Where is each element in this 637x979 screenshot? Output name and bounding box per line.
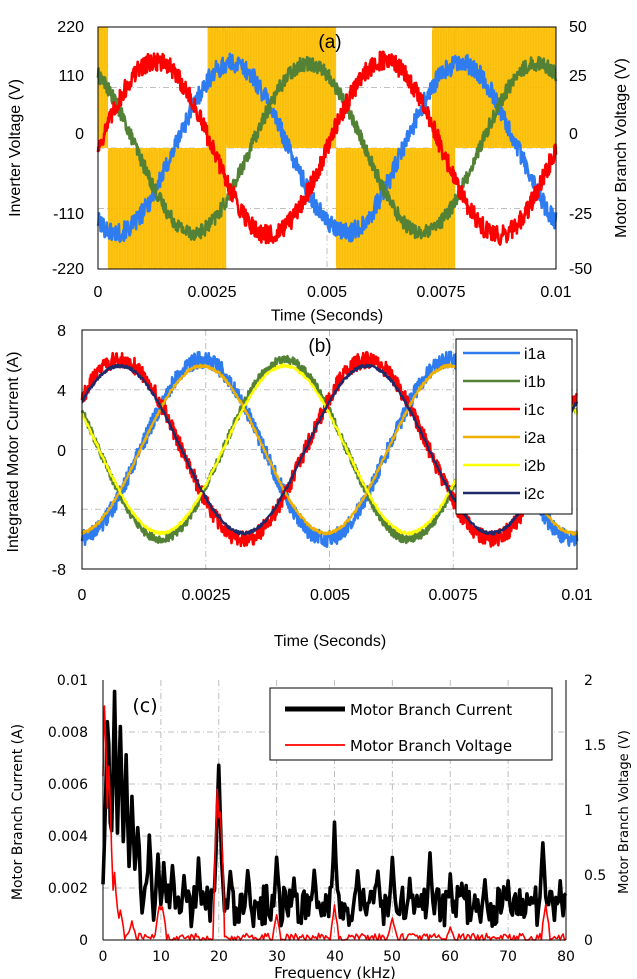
panel-c-legend: Motor Branch Current Motor Branch Voltag… [269, 687, 553, 761]
c-y2label: Motor Branch Voltage (V) [617, 730, 632, 894]
b-legend-label-i1a: i1a [524, 346, 545, 363]
c-xtick-8: 80 [557, 949, 575, 965]
c-y2tick-4: 0 [584, 933, 593, 949]
a-y2tick-2: 0 [569, 126, 578, 143]
a-xlabel: Time (Seconds) [271, 308, 383, 325]
b-xtick-0: 0 [78, 587, 87, 604]
a-ylabel: Inverter Voltage (V) [7, 79, 24, 217]
a-ytick-4: -220 [52, 261, 84, 278]
c-ytick-2: 0.006 [48, 777, 88, 793]
a-ytick-2: 0 [75, 126, 84, 143]
a-inverter-switching-4 [335, 148, 433, 269]
a-xtick-2: 0.005 [307, 284, 347, 301]
c-xlabel: Frequency (kHz) [274, 964, 396, 979]
a-series-phase-c [96, 50, 558, 246]
a-series-phase-a [96, 52, 558, 243]
a-ytick-3: -110 [53, 206, 84, 223]
b-legend-label-i1c: i1c [524, 402, 544, 419]
a-y2tick-4: -50 [569, 261, 592, 278]
b-legend-box [455, 338, 573, 515]
c-xtick-5: 50 [383, 949, 401, 965]
b-xtick-4: 0.01 [561, 587, 592, 604]
c-y2tick-2: 1 [584, 803, 593, 819]
b-xlabel: Time (Seconds) [274, 633, 386, 650]
panel-a-series [96, 27, 558, 269]
c-xtick-4: 40 [326, 949, 344, 965]
c-ylabel: Motor Branch Current (A) [10, 724, 26, 900]
c-legend-box [269, 687, 553, 761]
b-panel-label: (b) [308, 336, 331, 357]
b-legend-label-i2c: i2c [524, 486, 544, 503]
b-series-i2c [81, 363, 579, 536]
panel-c-chart: Motor Branch Current Motor Branch Voltag… [10, 673, 632, 979]
a-xtick-4: 0.01 [540, 284, 571, 301]
a-ytick-0: 220 [57, 19, 84, 36]
c-ytick-1: 0.008 [48, 725, 88, 741]
b-xtick-2: 0.005 [310, 587, 350, 604]
panel-a-chart: 220 110 0 -110 -220 50 25 0 -25 -50 0 0.… [7, 19, 630, 325]
c-legend-label-current: Motor Branch Current [350, 701, 512, 719]
a-series-phase-b [96, 55, 558, 242]
a-y2tick-0: 50 [569, 19, 587, 36]
a-ytick-1: 110 [58, 68, 84, 85]
a-panel-label: (a) [318, 32, 341, 53]
c-panel-label: (c) [132, 695, 157, 717]
b-ytick-0: 8 [57, 323, 66, 340]
c-ytick-5: 0 [79, 933, 88, 949]
a-xtick-1: 0.0025 [188, 284, 237, 301]
a-y2tick-3: -25 [569, 206, 592, 223]
c-series-motor-branch-current [101, 689, 568, 929]
b-legend-label-i1b: i1b [524, 374, 545, 391]
b-ytick-3: -4 [52, 503, 66, 520]
b-ytick-4: -8 [52, 562, 66, 579]
c-series-motor-branch-voltage [102, 705, 567, 941]
panel-a-frame [97, 26, 557, 270]
panel-b-frame [81, 329, 578, 570]
b-legend-label-i2a: i2a [524, 430, 545, 447]
c-ytick-0: 0.01 [57, 673, 88, 689]
panel-c-series [101, 689, 568, 941]
a-inverter-switching-3 [225, 27, 336, 148]
a-y2label: Motor Branch Voltage (V) [613, 58, 630, 238]
c-y2tick-1: 1.5 [584, 738, 606, 754]
c-y2tick-0: 2 [584, 673, 593, 689]
c-xtick-3: 30 [268, 949, 286, 965]
c-xtick-2: 20 [210, 949, 228, 965]
panel-b-chart: i1a i1b i1c i2a i2b i2c 8 4 0 -4 -8 0 0.… [5, 323, 593, 650]
panel-b-legend: i1a i1b i1c i2a i2b i2c [455, 338, 573, 515]
c-xtick-7: 70 [499, 949, 517, 965]
b-ylabel: Integrated Motor Current (A) [5, 352, 22, 553]
a-xtick-0: 0 [94, 284, 103, 301]
c-ytick-4: 0.002 [48, 881, 88, 897]
a-y2tick-1: 25 [569, 68, 587, 85]
b-ytick-2: 0 [57, 443, 66, 460]
b-ytick-1: 4 [57, 383, 66, 400]
c-y2tick-3: 0.5 [584, 868, 606, 884]
c-xtick-1: 10 [152, 949, 170, 965]
a-xtick-3: 0.0075 [417, 284, 466, 301]
c-legend-label-voltage: Motor Branch Voltage [350, 737, 512, 755]
b-xtick-1: 0.0025 [182, 587, 231, 604]
b-xtick-3: 0.0075 [429, 587, 478, 604]
c-xtick-6: 60 [441, 949, 459, 965]
c-ytick-3: 0.004 [48, 829, 88, 845]
c-xtick-0: 0 [99, 949, 108, 965]
b-legend-label-i2b: i2b [524, 458, 545, 475]
